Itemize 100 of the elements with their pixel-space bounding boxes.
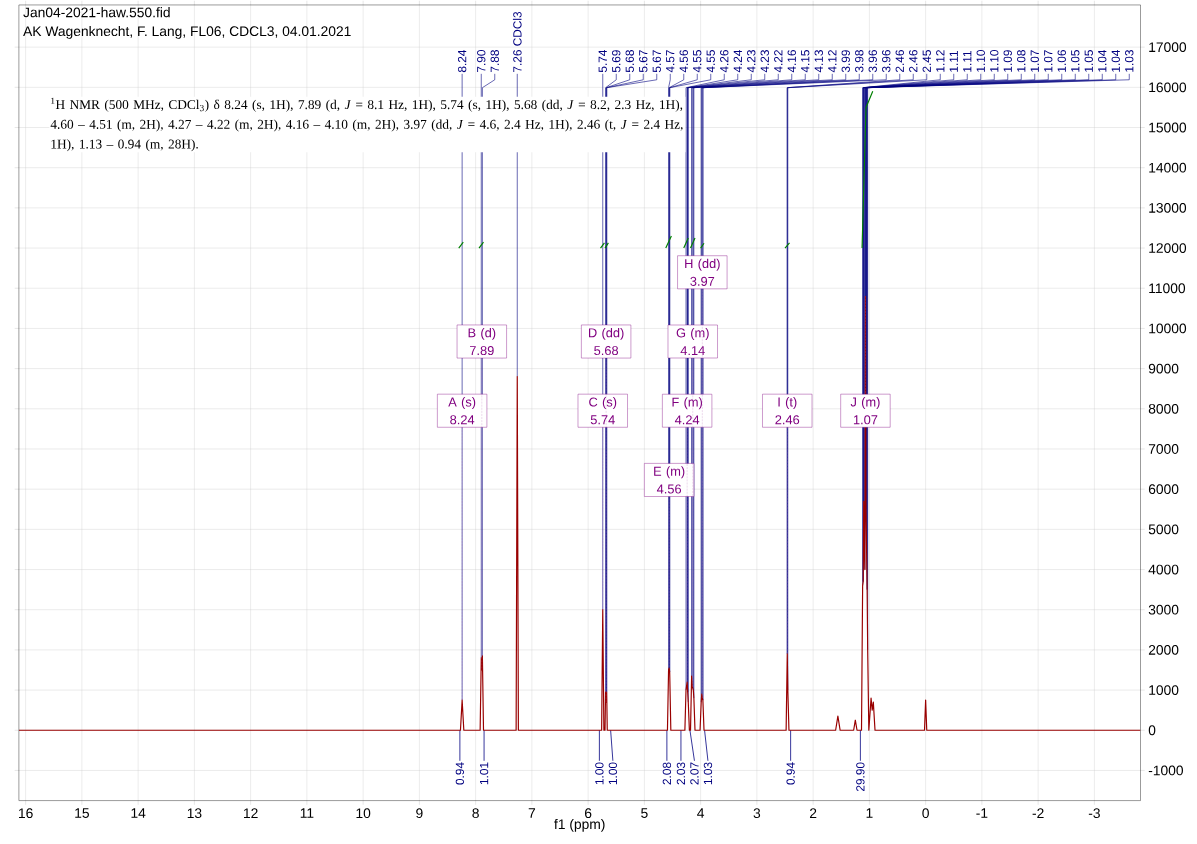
text: $^{1}$H NMR (500 MHz, CDCl$_{3}$) δ 8.24 (s, 1H), 7.89 (d, J = 8.1 Hz, 1H), 5.74 (s, 1H), 5.68 (dd, J = 8.2, 2.3 Hz, 1H), 4.60 – 4.51 (m, 2H), 4.27 – 4.22 (m, 2H), 4.16 – 4.10 (m, 2H), 3.97 (dd, J = 4.6, 2.4 Hz, 1H), 2.46 (t, J = 2.4 Hz, 1H), 1.13 – 0.94 (m, 28H). — [50, 97, 683, 152]
y-tick-label: 3000 — [1148, 604, 1179, 615]
annotation: J (m) 1.07 — [850, 397, 880, 425]
annotation: 3.98 — [855, 50, 864, 73]
annotation: 2.46 — [909, 50, 918, 72]
x-tick-label: 1 — [866, 808, 873, 818]
annotation: B (d) 7.89 — [468, 327, 496, 356]
x-tick-label: 15 — [75, 808, 89, 818]
y-tick-label: 14000 — [1149, 162, 1187, 173]
annotation: 4.12 — [828, 50, 837, 73]
y-tick-label: 11000 — [1149, 283, 1186, 294]
annotation: 1.07 — [1044, 50, 1053, 72]
annotation: 1.12 — [936, 50, 945, 72]
annotation: 1.01 — [479, 762, 489, 785]
y-tick-label: 15000 — [1149, 122, 1187, 133]
annotation: 5.67 — [639, 50, 648, 73]
y-tick-label: 4000 — [1148, 564, 1179, 575]
annotation: 4.22 — [774, 50, 783, 73]
annotation: 0.94 — [786, 762, 795, 785]
text: AK Wagenknecht, F. Lang, FL06, CDCL3, 04.01.2021 — [23, 25, 351, 39]
annotation: D (dd) 5.68 — [589, 327, 624, 356]
x-tick-label: 9 — [416, 808, 423, 818]
x-tick-label: 8 — [472, 808, 479, 818]
y-tick-label: 7000 — [1148, 443, 1179, 454]
annotation: 4.13 — [814, 50, 823, 73]
annotation: G (m) 4.14 — [676, 327, 709, 355]
annotation: 1.03 — [1125, 50, 1134, 72]
annotation: I (t) 2.46 — [775, 397, 800, 425]
annotation: 4.16 — [787, 50, 796, 73]
x-tick-label: 6 — [584, 808, 592, 818]
annotation: 1.04 — [1098, 49, 1107, 72]
annotation: 3.96 — [868, 50, 877, 73]
y-tick-label: 12000 — [1149, 243, 1187, 253]
x-tick-label: -2 — [1032, 808, 1044, 818]
x-axis-title: f1 (ppm) — [554, 818, 605, 832]
annotation: 1.05 — [1084, 50, 1093, 72]
annotation: 4.57 — [666, 50, 675, 73]
x-tick-label: 12 — [244, 808, 258, 818]
annotation: 1.06 — [1057, 50, 1066, 72]
annotation: 0.94 — [455, 762, 465, 785]
annotation: 4.26 — [720, 50, 729, 73]
y-tick-label: 9000 — [1148, 363, 1179, 374]
y-tick-label: 13000 — [1149, 202, 1187, 213]
annotation: C (s) 5.74 — [589, 397, 617, 425]
annotation: F (m) 4.24 — [672, 397, 703, 425]
annotation: 1.00 — [595, 762, 604, 785]
annotation: 2.08 — [662, 762, 672, 785]
annotation: 4.23 — [747, 50, 756, 73]
y-tick-label: 16000 — [1149, 82, 1187, 93]
annotation: 1.11 — [963, 50, 972, 72]
annotation: 2.07 — [690, 762, 699, 785]
y-tick-label: 1000 — [1149, 685, 1179, 695]
y-tick-label: 0 — [1148, 725, 1156, 736]
x-tick-label: 10 — [356, 808, 371, 818]
x-tick-label: 3 — [753, 808, 761, 818]
annotation: 3.99 — [841, 50, 850, 73]
annotation: 8.24 — [457, 49, 467, 73]
annotation: 4.23 — [760, 50, 769, 73]
x-tick-label: -3 — [1088, 808, 1100, 818]
chart-title: Jan04-2021-haw.550.fid — [23, 7, 170, 18]
annotation: 5.68 — [625, 50, 634, 73]
y-tick-label: 6000 — [1148, 484, 1179, 494]
annotation: 7.88 — [490, 50, 499, 72]
annotation: E (m) 4.56 — [654, 466, 685, 494]
y-tick-label: -1000 — [1148, 765, 1184, 776]
x-tick-label: 7 — [528, 808, 536, 818]
annotation: 4.24 — [733, 49, 742, 73]
annotation: 7.26 CDCl3 — [512, 11, 522, 72]
annotation: 3.96 — [882, 50, 891, 73]
y-tick-label: 17000 — [1149, 42, 1187, 52]
annotation: 2.03 — [676, 762, 686, 785]
annotation: 29.90 — [856, 762, 865, 791]
annotation: A (s) 8.24 — [448, 397, 476, 425]
x-tick-label: 2 — [809, 808, 817, 818]
x-tick-label: 4 — [697, 808, 705, 818]
annotation: 1.10 — [990, 49, 999, 72]
annotation: 1.07 — [1030, 50, 1039, 72]
annotation: 2.46 — [895, 50, 904, 72]
annotation: 5.67 — [652, 50, 661, 73]
x-tick-label: 14 — [131, 808, 146, 818]
annotation: 1.08 — [1017, 50, 1026, 72]
annotation: 1.05 — [1071, 50, 1080, 72]
x-tick-label: 11 — [300, 808, 314, 818]
annotation: H (dd) 3.97 — [685, 258, 720, 286]
y-tick-label: 8000 — [1148, 403, 1179, 414]
x-tick-label: 0 — [922, 808, 929, 818]
annotation: 2.45 — [922, 50, 931, 72]
annotation: 4.55 — [706, 50, 715, 73]
annotation: 4.56 — [679, 50, 688, 73]
x-tick-label: 13 — [187, 808, 202, 818]
annotation: 1.04 — [1111, 49, 1120, 72]
x-tick-label: 16 — [19, 808, 33, 818]
annotation: 4.15 — [801, 50, 810, 73]
annotation: 1.03 — [703, 762, 713, 785]
annotation: 1.09 — [1003, 50, 1012, 72]
y-tick-label: 2000 — [1148, 644, 1179, 655]
annotation: 5.69 — [612, 50, 621, 73]
x-tick-label: 5 — [641, 808, 648, 818]
y-tick-label: 5000 — [1148, 524, 1179, 535]
annotation: 4.55 — [693, 50, 702, 73]
